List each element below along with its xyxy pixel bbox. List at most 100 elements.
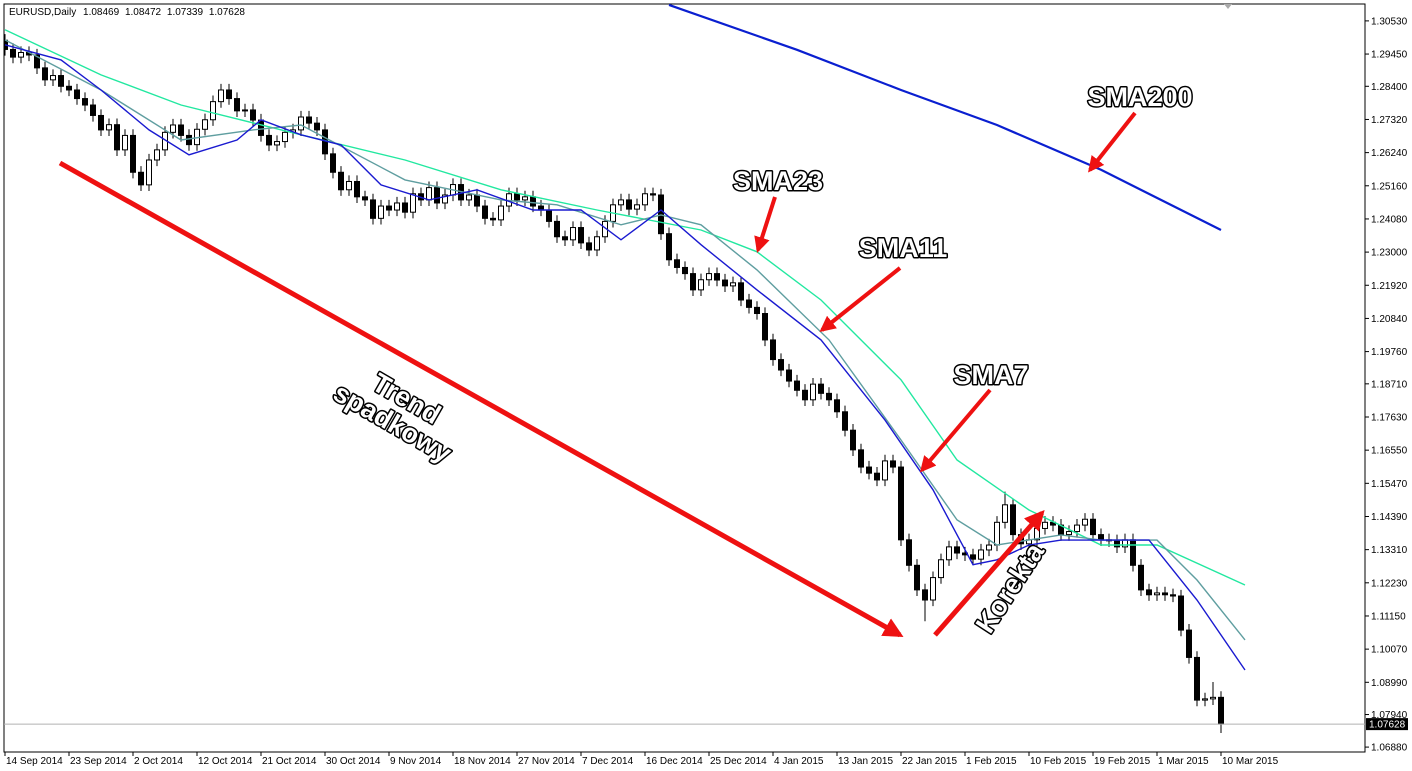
x-tick-label: 12 Oct 2014: [198, 756, 253, 767]
candle-body: [50, 75, 56, 81]
candle-body: [1210, 696, 1216, 700]
candle-body: [650, 193, 656, 196]
y-tick-label: 1.08990: [1371, 678, 1408, 689]
candle-body: [938, 559, 944, 579]
candle-body: [338, 171, 344, 191]
y-tick-label: 1.25160: [1371, 181, 1408, 192]
x-tick-label: 30 Oct 2014: [326, 756, 381, 767]
y-tick-label: 1.18710: [1371, 379, 1408, 390]
candle-body: [586, 242, 592, 251]
candle-body: [370, 199, 376, 219]
candle-body: [1122, 539, 1128, 548]
candle-body: [1114, 540, 1120, 548]
candle-body: [930, 577, 936, 601]
x-tick-label: 21 Oct 2014: [262, 756, 317, 767]
candle-body: [690, 273, 696, 291]
candle-body: [554, 220, 560, 238]
candle-body: [250, 109, 256, 121]
candle-body: [170, 124, 176, 133]
candle-body: [114, 124, 120, 151]
x-tick-label: 18 Nov 2014: [454, 756, 511, 767]
candle-body: [274, 141, 280, 146]
correction-arrow: [933, 509, 1045, 637]
info-low: 1.07339: [167, 7, 204, 18]
candle-body: [810, 383, 816, 401]
candle-body: [618, 199, 624, 206]
ma-arrow: [919, 388, 992, 473]
candle-body: [706, 273, 712, 281]
candle-body: [394, 202, 400, 211]
candle-body: [242, 109, 248, 112]
candle-body: [850, 429, 856, 451]
candle-body: [202, 119, 208, 130]
candle-body: [442, 194, 448, 204]
candle-body: [722, 279, 728, 287]
candle-body: [410, 193, 416, 213]
ma-arrow: [1088, 111, 1137, 173]
candle-body: [10, 48, 16, 58]
candle-body: [1090, 518, 1096, 536]
candle-body: [1178, 595, 1184, 631]
y-tick-label: 1.29450: [1371, 50, 1408, 61]
candle-body: [906, 539, 912, 566]
candle-body: [1162, 592, 1168, 596]
candle-body: [898, 466, 904, 541]
candle-body: [682, 266, 688, 275]
candle-body: [562, 236, 568, 241]
candle-body: [82, 98, 88, 106]
y-tick-label: 1.20840: [1371, 314, 1408, 325]
candle-body: [666, 233, 672, 261]
candle-body: [210, 101, 216, 121]
candle-body: [130, 134, 136, 173]
y-tick-label: 1.23000: [1371, 248, 1408, 259]
candle-body: [530, 196, 536, 207]
candle-body: [578, 227, 584, 244]
candle-body: [1002, 504, 1008, 523]
y-tick-label: 1.24080: [1371, 214, 1408, 225]
candle-body: [34, 54, 40, 69]
candle-body: [514, 193, 520, 201]
y-tick-label: 1.07940: [1371, 710, 1408, 721]
candle-body: [698, 279, 704, 291]
info-close: 1.07628: [209, 7, 246, 18]
x-tick-label: 22 Jan 2015: [902, 756, 957, 767]
candle-body: [18, 52, 24, 58]
axes: 1.30530 1.29450 1.28400 1.27320 1.26240 1.251…: [4, 16, 1408, 767]
candle-body: [362, 196, 368, 201]
candle-body: [594, 236, 600, 251]
candle-body: [1074, 524, 1080, 533]
moving-average: [4, 44, 1246, 671]
candle-body: [314, 122, 320, 131]
candle-body: [714, 273, 720, 281]
candle-body: [570, 227, 576, 241]
x-tick-label: 1 Mar 2015: [1158, 756, 1209, 767]
shift-marker: [1224, 4, 1232, 9]
moving-average: [4, 39, 1246, 641]
candle-body: [1010, 504, 1016, 536]
candle-body: [842, 411, 848, 431]
candle-body: [346, 180, 352, 191]
y-tick-label: 1.13310: [1371, 545, 1408, 556]
candle-body: [642, 193, 648, 206]
candle-body: [1042, 521, 1048, 529]
candle-body: [1098, 534, 1104, 541]
ma-label: SMA200: [1087, 82, 1192, 112]
x-tick-label: 27 Nov 2014: [518, 756, 575, 767]
y-tick-label: 1.16550: [1371, 446, 1408, 457]
x-tick-label: 10 Mar 2015: [1222, 756, 1279, 767]
candle-body: [490, 217, 496, 221]
candle-body: [42, 67, 48, 81]
candle-body: [970, 554, 976, 560]
y-tick-label: 1.10070: [1371, 645, 1408, 656]
y-tick-label: 1.17630: [1371, 412, 1408, 423]
candle-body: [866, 466, 872, 474]
ma-label: SMA7: [953, 360, 1028, 390]
candle-body: [738, 282, 744, 301]
x-tick-label: 2 Oct 2014: [134, 756, 183, 767]
x-tick-label: 25 Dec 2014: [710, 756, 767, 767]
candle-body: [1066, 531, 1072, 536]
x-tick-label: 23 Sep 2014: [70, 756, 127, 767]
x-tick-label: 16 Dec 2014: [646, 756, 703, 767]
